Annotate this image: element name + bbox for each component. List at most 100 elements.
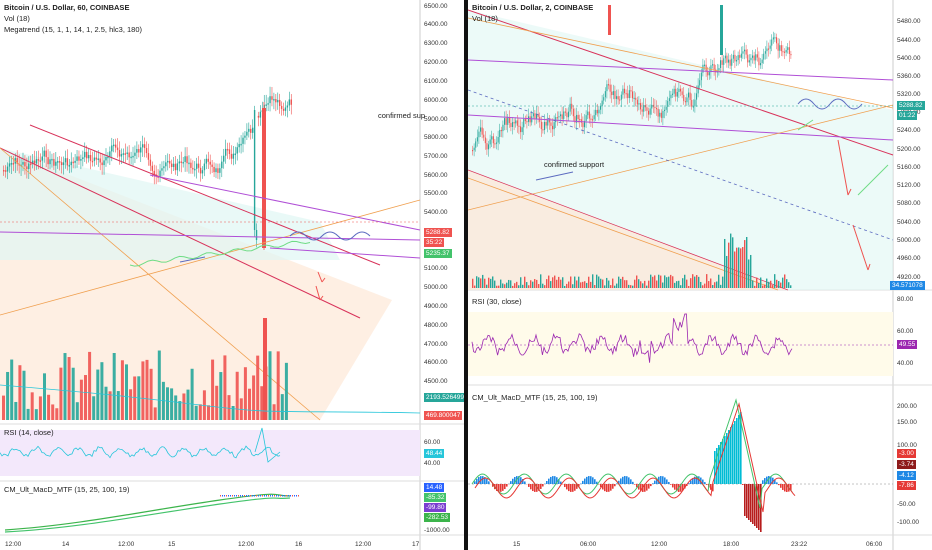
- macd-histogram-bar: [790, 484, 792, 491]
- candle-body: [282, 108, 285, 111]
- volume-indicator-label[interactable]: Vol (18): [472, 14, 498, 23]
- candle-body: [228, 149, 231, 154]
- volume-bar: [116, 391, 120, 420]
- rsi-line: [471, 313, 793, 363]
- volume-bar: [14, 401, 18, 420]
- candle-body: [676, 91, 678, 97]
- volume-bar: [742, 247, 744, 288]
- volume-bar: [658, 274, 660, 288]
- volume-bar: [604, 285, 606, 288]
- chart-panel-left[interactable]: 6500.00 6400.00 6300.00 6200.00 6100.00 6000.…: [0, 0, 464, 550]
- annotation-text: confirmed sup: [378, 111, 426, 120]
- volume-bar: [145, 359, 149, 420]
- rsi-band: [468, 312, 893, 376]
- candle-body: [39, 160, 42, 162]
- candle-body: [592, 119, 594, 121]
- volume-bar: [530, 280, 532, 288]
- candle-body: [761, 59, 763, 64]
- macd-dot: [234, 495, 235, 497]
- macd-histogram-bar: [522, 479, 524, 484]
- symbol-title[interactable]: Bitcoin / U.S. Dollar, 60, COINBASE: [4, 3, 130, 12]
- candle-body: [197, 163, 200, 168]
- candle-body: [680, 88, 682, 92]
- macd-histogram-bar: [574, 484, 576, 491]
- volume-bar: [702, 285, 704, 288]
- volume-bar: [231, 406, 235, 420]
- volume-bar: [243, 367, 247, 420]
- candle-body: [6, 166, 9, 172]
- volume-bar: [568, 281, 570, 288]
- chart-canvas-right[interactable]: 5480.005440.005400.005360.005320.005280.…: [468, 0, 932, 550]
- macd-histogram-bar: [634, 484, 636, 485]
- volume-bar: [560, 279, 562, 288]
- volume-bar: [260, 386, 264, 420]
- volume-bar: [776, 279, 778, 288]
- macd-histogram-bar: [758, 484, 760, 530]
- macd-histogram-bar: [684, 484, 686, 489]
- candle-body: [138, 149, 140, 153]
- candle-body: [8, 163, 11, 167]
- chart-panel-right[interactable]: 5480.005440.005400.005360.005320.005280.…: [468, 0, 932, 550]
- volume-bar: [540, 274, 542, 288]
- candle-body: [664, 109, 666, 112]
- volume-bar: [256, 355, 260, 420]
- symbol-title[interactable]: Bitcoin / U.S. Dollar, 2, COINBASE: [472, 3, 594, 12]
- macd-histogram-bar: [640, 484, 642, 492]
- candle-body: [689, 92, 691, 100]
- rsi-indicator-label[interactable]: RSI (14, close): [4, 428, 54, 437]
- macd-indicator-label[interactable]: CM_Ult_MacD_MTF (15, 25, 100, 19): [472, 393, 598, 402]
- time-tick-label: 15: [168, 541, 176, 548]
- volume-bar: [680, 285, 682, 288]
- volume-bar: [692, 274, 694, 288]
- volume-bar: [252, 375, 256, 420]
- volume-bar: [646, 285, 648, 288]
- macd-histogram-bar: [660, 476, 662, 484]
- trendline-red-upper: [29, 124, 381, 266]
- candle-body: [45, 150, 47, 158]
- candle-body: [49, 159, 51, 165]
- volume-bar: [157, 350, 161, 420]
- candle-body: [534, 113, 536, 119]
- megatrend-indicator-label[interactable]: Megatrend (15, 1, 1, 14, 1, 2.5, hlc3, 1…: [4, 25, 143, 34]
- price-tick-label: 5400.00: [424, 209, 448, 216]
- macd-dot: [220, 495, 221, 497]
- volume-bar: [75, 402, 79, 420]
- macd-histogram-bar: [558, 479, 560, 484]
- layout-divider[interactable]: [464, 0, 468, 550]
- macd-histogram-bar: [682, 484, 684, 491]
- macd-tag-3: -99.80: [424, 503, 447, 512]
- candle-body: [697, 85, 699, 94]
- time-tick-label: 06:00: [580, 541, 597, 548]
- volume-bar: [174, 395, 178, 420]
- price-tick-label: 4500.00: [424, 378, 448, 385]
- pattern-fill-cyan: [0, 148, 340, 260]
- volume-bar: [522, 284, 524, 288]
- macd-histogram-bar: [514, 476, 516, 484]
- candle-body: [491, 136, 493, 140]
- volume-bar: [6, 371, 10, 420]
- macd-histogram-bar: [664, 477, 666, 484]
- candle-body: [576, 114, 578, 123]
- candle-body: [120, 154, 123, 157]
- candle-body: [186, 156, 188, 164]
- volume-bar: [554, 275, 556, 288]
- macd-dot: [238, 495, 239, 497]
- time-tick-label: 14: [62, 541, 70, 548]
- volume-bar: [648, 280, 650, 288]
- candle-body: [648, 110, 650, 115]
- rsi-indicator-label[interactable]: RSI (30, close): [472, 297, 522, 306]
- macd-histogram-bar: [556, 477, 558, 484]
- macd-indicator-label[interactable]: CM_Ult_MacD_MTF (15, 25, 100, 19): [4, 485, 130, 494]
- price-tick-label: 5480.00: [897, 18, 921, 25]
- candle-body: [712, 64, 714, 66]
- macd-histogram-bar: [500, 484, 502, 492]
- macd-histogram-bar: [742, 484, 744, 486]
- macd-histogram-bar: [596, 481, 598, 484]
- candle-body: [62, 162, 65, 166]
- volume-bar: [10, 359, 14, 420]
- candle-body: [555, 117, 557, 123]
- candle-body: [82, 157, 84, 160]
- chart-canvas-left[interactable]: 6500.00 6400.00 6300.00 6200.00 6100.00 6000.…: [0, 0, 464, 550]
- arrow-support: [535, 171, 574, 181]
- volume-indicator-label[interactable]: Vol (18): [4, 14, 30, 23]
